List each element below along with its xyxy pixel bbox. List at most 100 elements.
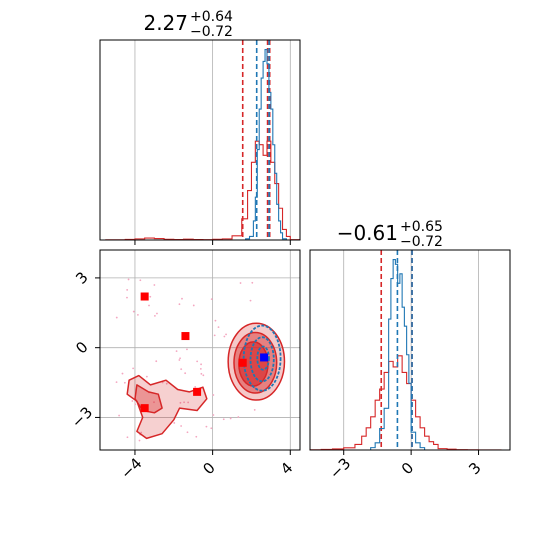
scatter-point (153, 401, 155, 404)
scatter-point (199, 367, 202, 370)
panel-hist-param2: −3 0 3 −0.61 +0.65−0.72 (309, 219, 511, 483)
scatter-point (175, 350, 178, 353)
blue-contour-outer (242, 324, 282, 392)
scatter-point (181, 297, 183, 300)
contour-ytick-label: 3 (72, 268, 91, 287)
scatter-point (126, 296, 128, 299)
scatter-point (115, 381, 118, 384)
scatter-point (184, 372, 187, 375)
scatter-point (154, 314, 156, 317)
scatter-point (140, 431, 143, 434)
scatter-point (225, 333, 227, 336)
scatter-point (237, 416, 240, 418)
hist2-title-lower-error: −0.72 (400, 234, 443, 250)
hist2-title-upper-error: +0.65 (400, 219, 443, 235)
hist2-frame (309, 249, 511, 451)
scatter-point (186, 431, 189, 434)
scatter-point (134, 403, 137, 406)
hist1-hist-series-0 (105, 140, 301, 241)
scatter-point (214, 319, 217, 322)
scatter-point (178, 359, 181, 361)
red-square-marker (193, 387, 202, 396)
scatter-point (126, 289, 129, 291)
scatter-point (229, 417, 232, 420)
scatter-point (115, 316, 118, 319)
scatter-point (165, 382, 168, 385)
scatter-point (194, 386, 197, 388)
scatter-point (183, 401, 185, 404)
scatter-point (222, 418, 225, 421)
hist1-frame (99, 39, 301, 241)
scatter-point (179, 357, 181, 360)
scatter-point (155, 360, 158, 363)
red-square-marker (140, 292, 149, 301)
blue-contour-inner (256, 345, 270, 371)
scatter-point (200, 372, 203, 375)
red-square-marker (140, 404, 149, 413)
scatter-point (178, 303, 181, 306)
scatter-point (187, 401, 190, 404)
scatter-point (251, 281, 254, 284)
scatter-point (179, 401, 182, 404)
blue-square-marker (260, 353, 269, 362)
scatter-point (145, 375, 148, 378)
scatter-point (212, 394, 215, 396)
scatter-point (210, 427, 213, 430)
hist2-xtick-label: 0 (398, 459, 417, 478)
scatter-point (217, 326, 220, 329)
scatter-point (121, 372, 124, 375)
scatter-point (213, 334, 216, 337)
scatter-point (202, 374, 205, 377)
scatter-point (148, 304, 150, 307)
red-contour-secondary-outer (126, 374, 208, 440)
contour-xtick-label: 4 (277, 459, 296, 478)
scatter-point (173, 422, 176, 424)
contour-xtick-label: 0 (199, 459, 218, 478)
contour-ytick-label: 0 (72, 338, 91, 357)
scatter-point (249, 299, 252, 302)
scatter-point (205, 425, 208, 428)
scatter-point (123, 381, 126, 384)
scatter-point (239, 282, 242, 284)
scatter-point (212, 414, 215, 416)
hist2-title-value: −0.61 (337, 221, 398, 245)
scatter-point (127, 278, 130, 281)
scatter-point (132, 367, 135, 370)
scatter-point (253, 409, 256, 411)
red-square-marker (238, 358, 247, 367)
scatter-point (126, 436, 129, 439)
scatter-point (210, 298, 213, 301)
hist1-title-upper-error: +0.64 (190, 9, 233, 25)
hist2-xtick-label: 3 (465, 459, 484, 478)
scatter-point (137, 313, 139, 316)
scatter-point (192, 304, 195, 307)
hist2-hist-series-1 (370, 258, 426, 450)
contour-xtick-label: −4 (117, 454, 145, 482)
panel-2d-contour: −4 0 4 −3 0 3 (68, 249, 301, 483)
scatter-point (153, 284, 156, 286)
scatter-point (156, 312, 158, 315)
hist2-hist-series-0 (309, 355, 502, 451)
scatter-point (149, 295, 152, 298)
scatter-point (223, 335, 226, 338)
blue-contour-middle (249, 336, 275, 383)
red-square-marker (181, 332, 190, 341)
scatter-point (195, 435, 198, 438)
scatter-point (180, 425, 183, 427)
scatter-point (138, 439, 141, 442)
scatter-point (118, 414, 120, 417)
scatter-point (196, 360, 199, 363)
scatter-point (139, 279, 142, 282)
scatter-point (131, 400, 134, 402)
hist1-title-value: 2.27 (143, 11, 188, 35)
contour-frame (99, 249, 301, 451)
scatter-point (186, 348, 188, 351)
hist1-hist-series-1 (245, 48, 287, 240)
panel-hist-param1: 2.27 +0.64−0.72 (99, 9, 301, 245)
scatter-point (200, 363, 202, 366)
hist1-title-lower-error: −0.72 (190, 24, 233, 40)
contour-ytick-label: −3 (68, 403, 96, 431)
scatter-point (180, 368, 183, 371)
scatter-point (132, 310, 135, 313)
